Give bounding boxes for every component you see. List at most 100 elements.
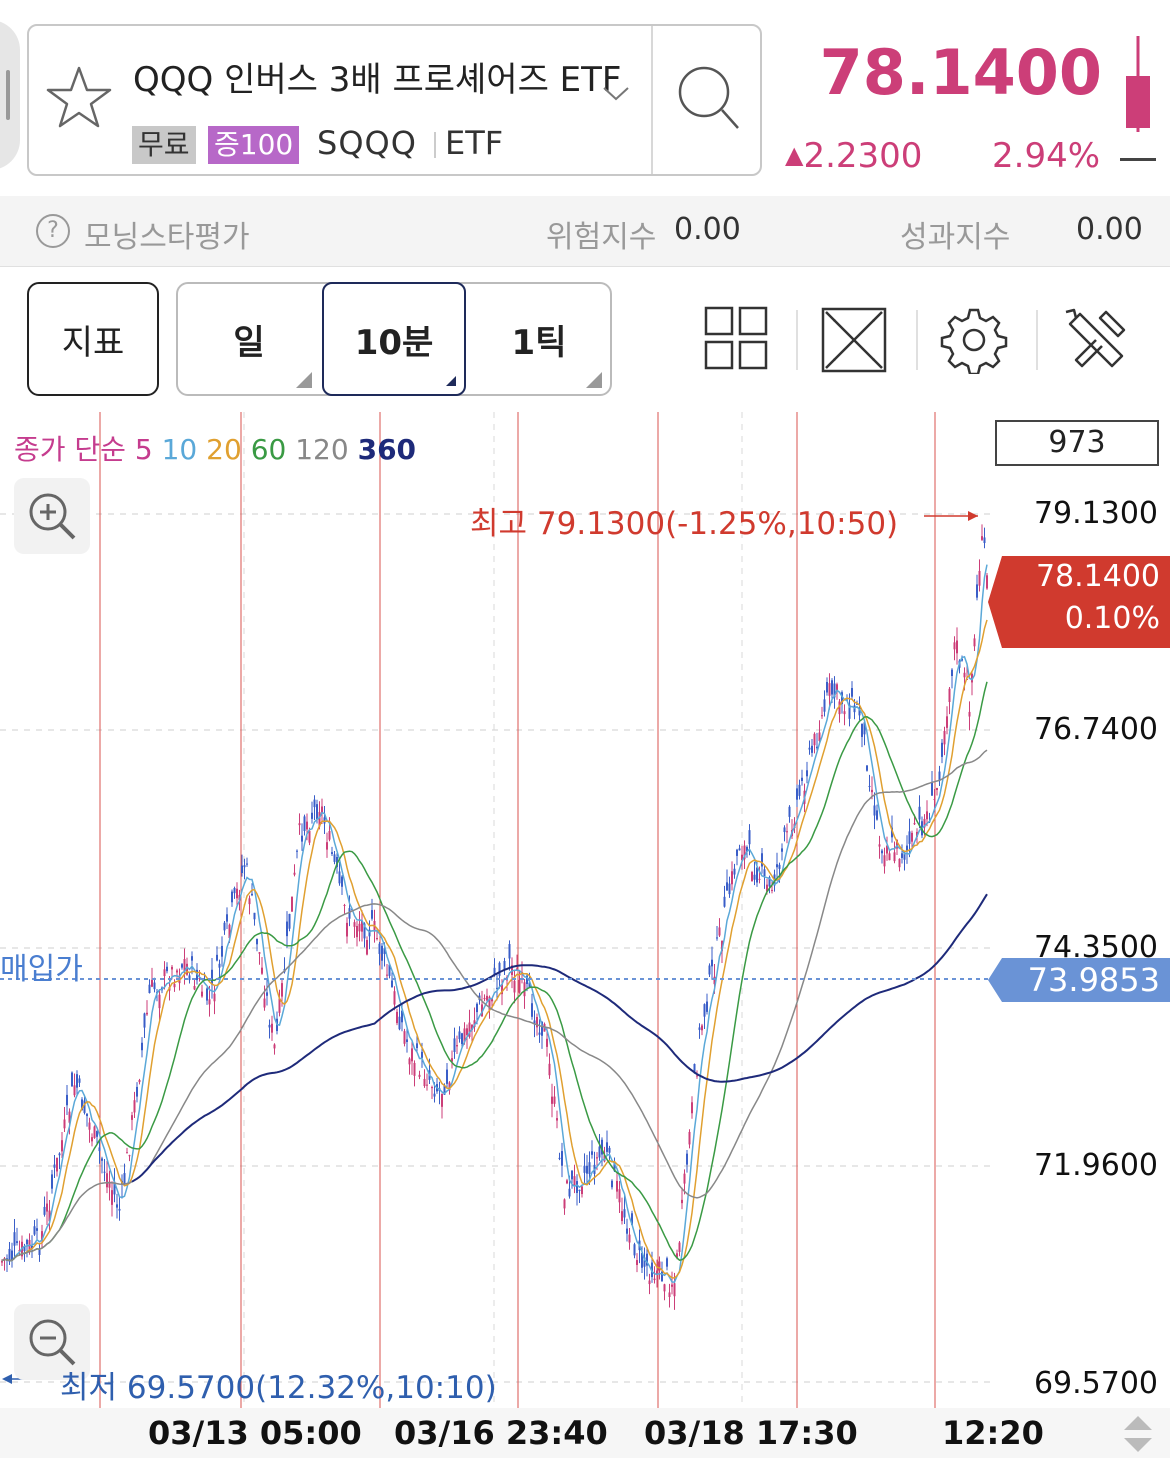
candle-body (263, 998, 266, 1008)
candle-body (871, 789, 873, 793)
candle-body (608, 1147, 611, 1153)
side-panel-handle[interactable] (0, 20, 20, 170)
candle-body (46, 1203, 48, 1212)
candle-body (446, 1069, 448, 1084)
candle-body (266, 992, 268, 996)
candle-body (108, 1181, 111, 1188)
low-price-label: 최저 69.5700(12.32%,10:10) (60, 1370, 497, 1406)
candle-body (503, 961, 506, 970)
candle-body (498, 962, 501, 976)
candle-body (1, 1260, 3, 1263)
candle-body (561, 1151, 563, 1166)
candle-body (938, 771, 941, 780)
candle-body (128, 1155, 131, 1157)
candle-body (556, 1118, 558, 1121)
candle-body (738, 848, 741, 851)
free-badge: 무료 (132, 126, 196, 164)
candle-body (696, 1075, 698, 1077)
low-pointer-arrow (2, 1374, 12, 1384)
candle-body (376, 938, 378, 940)
candle-body (236, 888, 238, 899)
indicator-button[interactable]: 지표 (27, 282, 159, 396)
candle-body (633, 1244, 636, 1256)
candle-body (246, 863, 248, 865)
candle-body (658, 1261, 661, 1271)
period-10min-tab[interactable]: 10분 (322, 282, 466, 396)
candle-body (721, 940, 723, 952)
candle-body (336, 856, 338, 867)
zoom-out-button[interactable] (14, 1304, 90, 1380)
candle-body (456, 1045, 458, 1047)
candle-body (361, 920, 363, 932)
candle-body (473, 1020, 476, 1027)
legend-ma5: 5 (134, 433, 153, 466)
candle-body (133, 1100, 136, 1113)
tools-icon[interactable] (1062, 306, 1130, 374)
candle-body (466, 1028, 468, 1036)
candle-body (173, 983, 176, 988)
moving-average-line (1, 681, 988, 1262)
candle-body (153, 982, 156, 990)
performance-index-label: 성과지수 (900, 220, 1011, 255)
candle-body (358, 923, 361, 932)
candle-body (496, 987, 498, 989)
candle-body (756, 867, 758, 883)
candle-body (683, 1173, 686, 1184)
candle-body (278, 998, 281, 1013)
stock-name: QQQ 인버스 3배 프로셰어즈 ETF (133, 60, 622, 100)
legend-ma360: 360 (357, 433, 417, 466)
price-chart[interactable] (0, 412, 1170, 1408)
candle-body (433, 1093, 436, 1097)
scroll-arrows-icon[interactable] (1120, 1412, 1156, 1456)
period-day-tab[interactable]: 일 (178, 282, 320, 396)
candle-body (866, 765, 868, 771)
ma-legend[interactable]: 종가 단순 5 10 20 60 120 360 (14, 428, 416, 468)
fullscreen-icon[interactable] (820, 306, 888, 374)
candle-body (423, 1078, 426, 1087)
candle-body (291, 896, 293, 912)
candle-body (258, 952, 261, 954)
candle-body (728, 883, 731, 895)
candle-body (441, 1093, 443, 1107)
candle-body (383, 948, 386, 954)
candle-body (886, 845, 888, 854)
candle-body (716, 937, 718, 939)
candle-body (398, 1016, 401, 1030)
search-icon[interactable] (676, 64, 744, 136)
candle-body (493, 967, 496, 976)
candle-body (758, 878, 761, 880)
candle-body (136, 1086, 138, 1097)
help-icon[interactable]: ? (36, 214, 70, 248)
legend-ma20: 20 (206, 433, 242, 466)
candle-body (326, 842, 328, 850)
candle-body (708, 965, 711, 975)
candle-body (641, 1252, 643, 1268)
candle-body (81, 1099, 83, 1111)
candle-body (591, 1151, 593, 1155)
candle-body (536, 1017, 538, 1028)
price-axis-label: 71.9600 (1033, 1148, 1158, 1183)
candle-body (823, 699, 826, 712)
candle-body (741, 854, 743, 861)
layout-grid-icon[interactable] (704, 306, 768, 370)
candle-body (101, 1158, 103, 1161)
candle-count-box[interactable]: 973 (995, 420, 1159, 466)
candle-body (873, 805, 876, 816)
time-axis[interactable] (0, 1408, 1170, 1458)
candle-body (113, 1181, 116, 1195)
candle-body (273, 1044, 276, 1049)
period-1tick-tab[interactable]: 1틱 (468, 282, 610, 396)
candle-body (238, 894, 241, 901)
candle-body (933, 799, 936, 801)
candle-body (76, 1074, 78, 1088)
candle-body (386, 974, 388, 976)
star-icon[interactable] (44, 64, 114, 130)
candle-body (123, 1173, 126, 1184)
zoom-in-button[interactable] (14, 478, 90, 554)
current-price-tag: 78.1400 0.10% (988, 556, 1170, 648)
gear-icon[interactable] (940, 306, 1008, 374)
candle-body (666, 1258, 668, 1267)
candle-body (781, 848, 783, 852)
chevron-down-icon[interactable] (602, 84, 630, 102)
candle-body (286, 921, 288, 937)
